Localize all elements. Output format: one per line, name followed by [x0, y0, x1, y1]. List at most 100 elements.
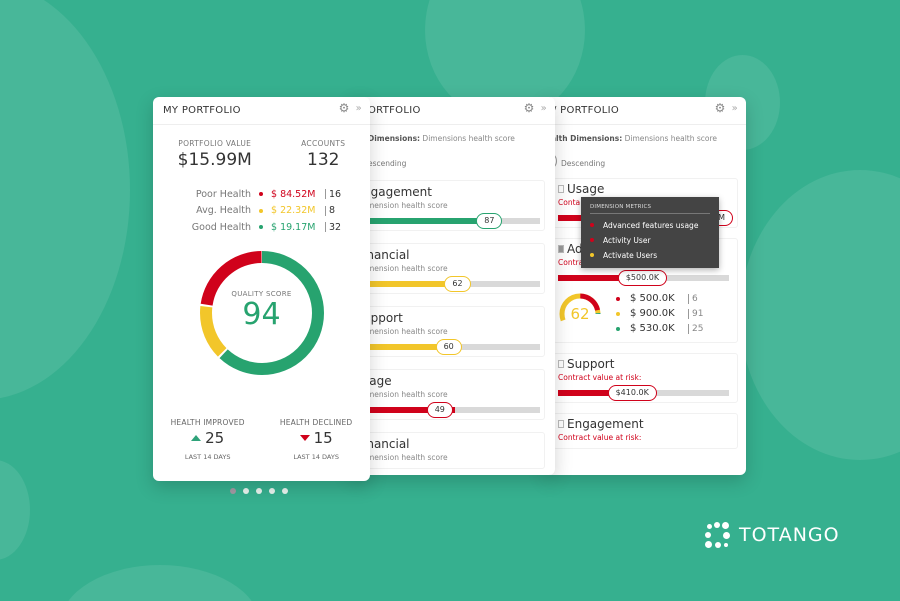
breakdown-row-avg: $ 900.0K 91	[616, 306, 703, 321]
stat-label: ACCOUNTS	[301, 139, 346, 148]
dimension-card-financial[interactable]: inancial mension health score 62	[366, 243, 545, 294]
period-label: LAST 14 DAYS	[184, 453, 231, 461]
poor-dot-icon	[590, 238, 594, 242]
dimensions-filter[interactable]: alth Dimensions: Dimensions health score	[545, 125, 746, 143]
health-improved-value: 25	[205, 429, 225, 447]
count: 91	[692, 308, 704, 319]
gear-icon[interactable]: ⚙	[523, 101, 535, 115]
amount: $ 530.0K	[630, 323, 675, 334]
panel-title: MY PORTFOLIO	[163, 105, 241, 116]
portfolio-panel-dimensions: ORTFOLIO ⚙ » Dimensions: Dimensions heal…	[350, 97, 555, 475]
health-count: 16	[329, 188, 342, 200]
sort-toggle[interactable]: Descending	[545, 143, 746, 170]
card-subtitle: mension health score	[367, 264, 448, 273]
card-title: sage	[367, 374, 392, 388]
amount: $ 500.0K	[630, 293, 675, 304]
dimensions-value: Dimensions health score	[422, 134, 515, 143]
quality-score-label: QUALITY SCORE	[231, 289, 292, 298]
card-subtitle: mension health score	[367, 201, 448, 210]
tooltip-item: Advanced features usage	[603, 220, 699, 230]
dimension-card-usage[interactable]: sage mension health score 49	[366, 369, 545, 420]
card-title: Usage	[567, 182, 605, 196]
portfolio-panel-summary: MY PORTFOLIO ⚙ » PORTFOLIO VALUE $15.99M…	[153, 97, 370, 481]
good-dot-icon	[616, 326, 620, 331]
risk-card-support[interactable]: Support Contract value at risk: $410.0K	[553, 353, 738, 403]
dimensions-label: alth Dimensions:	[551, 134, 623, 143]
health-label: Good Health	[191, 221, 251, 233]
sort-label: escending	[368, 159, 407, 168]
gear-icon[interactable]: ⚙	[338, 101, 350, 115]
gear-icon[interactable]: ⚙	[714, 101, 726, 115]
card-subtitle: Conta	[558, 198, 581, 207]
tooltip-item: Activity User	[603, 235, 651, 245]
background-circle	[0, 0, 130, 400]
collapse-icon[interactable]	[558, 420, 564, 428]
totango-logo-icon	[705, 522, 731, 548]
health-row-avg[interactable]: Avg. Health $ 22.32M 8	[183, 203, 370, 220]
card-subtitle: Contract value at risk:	[558, 373, 642, 382]
accounts-count: 132	[307, 150, 340, 170]
double-chevron-right-icon[interactable]: »	[731, 103, 738, 114]
health-count: 32	[329, 221, 342, 233]
health-row-poor[interactable]: Poor Health $ 84.52M 16	[183, 186, 370, 203]
poor-dot-icon	[616, 296, 620, 301]
stat-label: HEALTH DECLINED	[279, 418, 353, 427]
card-subtitle: mension health score	[367, 327, 448, 336]
score-pill: 49	[426, 402, 453, 418]
collapse-icon[interactable]	[558, 245, 564, 253]
health-amount: $ 22.32M	[271, 205, 316, 217]
health-count: 8	[329, 205, 336, 217]
breakdown-row-good: $ 530.0K 25	[616, 321, 703, 336]
card-title: inancial	[366, 248, 410, 262]
quality-score-value: 94	[242, 296, 281, 332]
pager-dot[interactable]	[243, 488, 249, 494]
dimension-card-engagement[interactable]: ngagement mension health score 87	[366, 180, 545, 231]
good-dot-icon	[259, 225, 263, 230]
card-title: upport	[366, 311, 403, 325]
amount: $ 900.0K	[630, 308, 675, 319]
card-title: ngagement	[366, 185, 432, 199]
health-row-good[interactable]: Good Health $ 19.17M 32	[183, 219, 370, 236]
panel-title: ORTFOLIO	[368, 105, 421, 116]
pager-dot[interactable]	[230, 488, 236, 494]
poor-dot-icon	[590, 223, 594, 227]
collapse-icon[interactable]	[558, 360, 564, 368]
pager-dot[interactable]	[282, 488, 288, 494]
card-title: inancial	[366, 437, 410, 451]
health-label: Avg. Health	[196, 205, 251, 217]
double-chevron-right-icon[interactable]: »	[540, 103, 547, 114]
health-label: Poor Health	[195, 188, 251, 200]
score-pill: 62	[444, 276, 471, 292]
accounts-stat: ACCOUNTS 132	[301, 139, 345, 170]
collapse-icon[interactable]	[558, 185, 564, 193]
double-chevron-right-icon[interactable]: »	[355, 103, 362, 114]
arrow-down-icon	[299, 435, 310, 441]
sort-toggle[interactable]: escending	[350, 143, 555, 168]
count: 25	[692, 323, 704, 334]
health-improved-stat: HEALTH IMPROVED 25 LAST 14 DAYS	[171, 418, 245, 461]
health-declined-stat: HEALTH DECLINED 15 LAST 14 DAYS	[280, 418, 353, 461]
pager-dot[interactable]	[256, 488, 262, 494]
dimension-card-financial-2[interactable]: inancial mension health score	[366, 432, 545, 469]
risk-card-engagement[interactable]: Engagement Contract value at risk:	[553, 413, 738, 449]
avg-dot-icon	[590, 253, 594, 257]
card-subtitle: mension health score	[367, 453, 448, 462]
background-circle	[0, 460, 30, 560]
brand-name: TOTANGO	[739, 524, 840, 546]
period-label: LAST 14 DAYS	[293, 453, 339, 461]
adoption-score-donut: 62	[558, 292, 602, 336]
dimensions-filter[interactable]: Dimensions: Dimensions health score	[350, 125, 555, 143]
portfolio-value: $15.99M	[177, 150, 252, 170]
card-subtitle: mension health score	[367, 390, 448, 399]
stat-label: HEALTH IMPROVED	[170, 418, 245, 427]
panel-title: / PORTFOLIO	[553, 105, 620, 116]
score-pill: 60	[435, 339, 462, 355]
pager-dot[interactable]	[269, 488, 275, 494]
health-amount: $ 84.52M	[271, 188, 316, 200]
breakdown-row-poor: $ 500.0K 6	[616, 291, 703, 306]
background-circle	[740, 170, 900, 460]
score-pill: 87	[476, 213, 503, 229]
dimensions-label: Dimensions:	[368, 134, 421, 143]
avg-dot-icon	[259, 208, 263, 213]
dimension-card-support[interactable]: upport mension health score 60	[366, 306, 545, 357]
